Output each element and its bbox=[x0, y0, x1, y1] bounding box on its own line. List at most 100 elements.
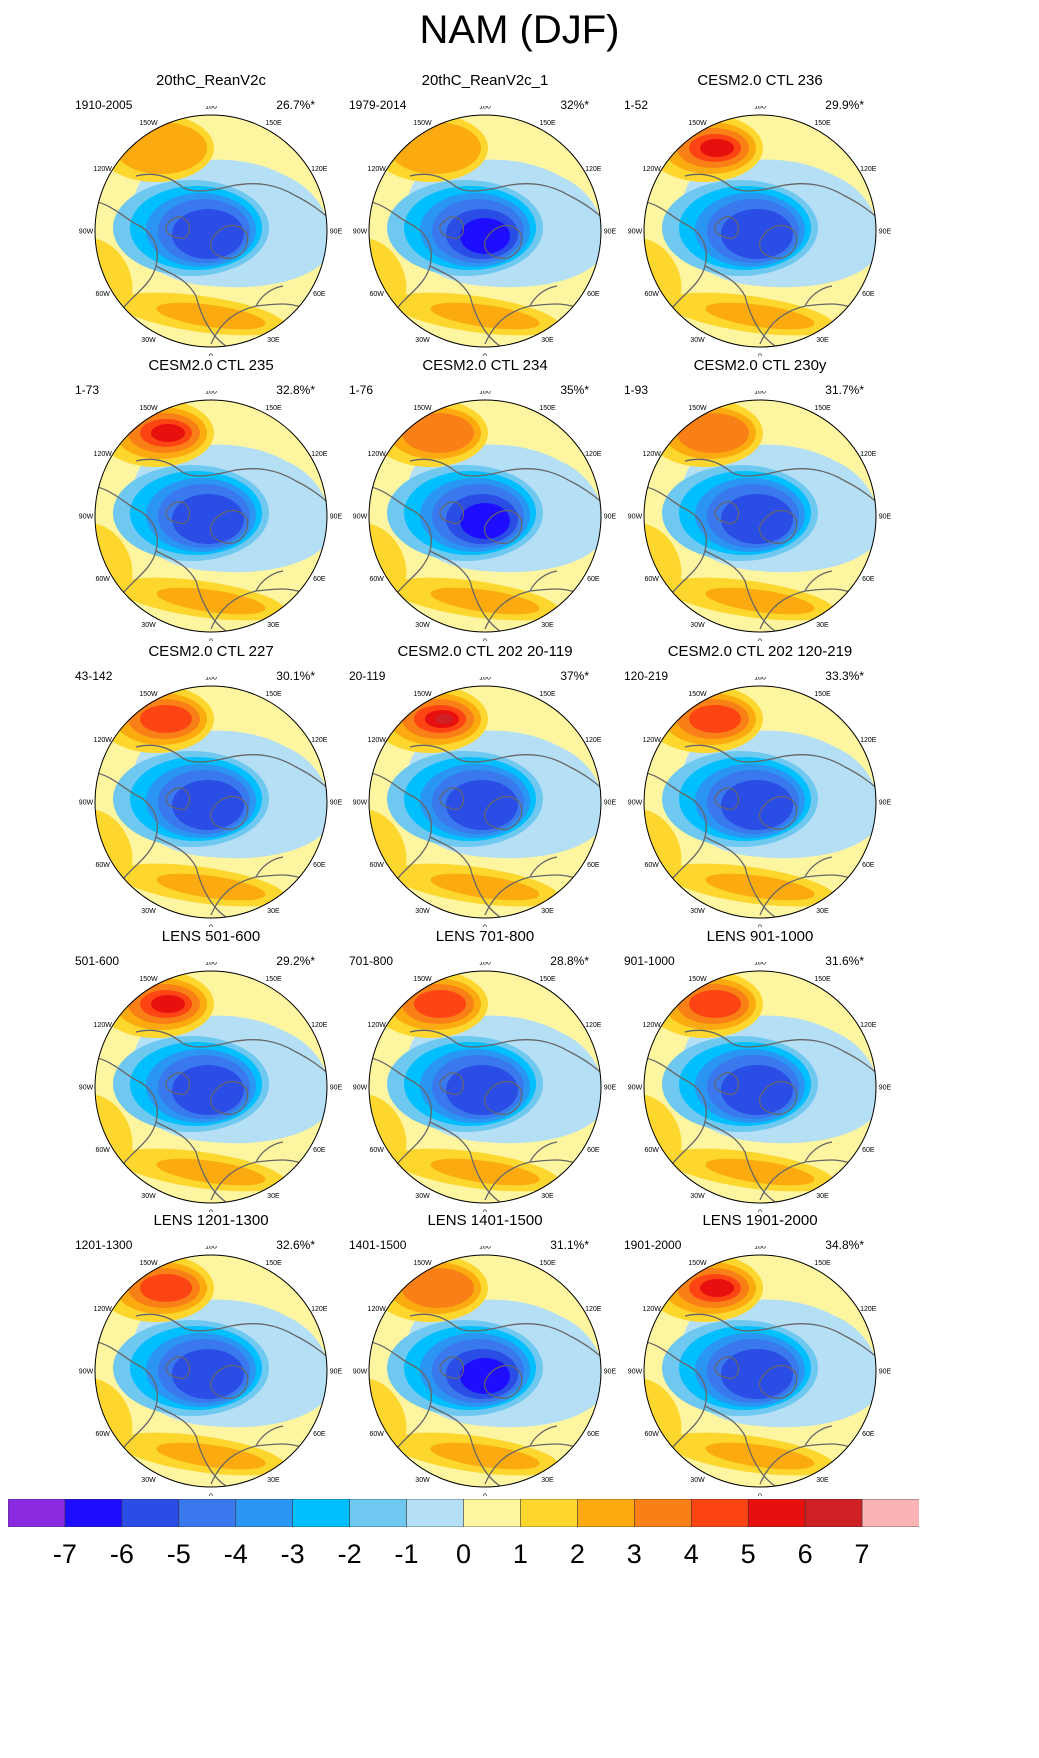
longitude-label: 180 bbox=[754, 962, 766, 967]
longitude-label: 60W bbox=[95, 862, 110, 869]
longitude-label: 180 bbox=[205, 962, 217, 967]
negative-contour-6 bbox=[172, 1349, 244, 1399]
panel-variance-percent: 35%* bbox=[560, 383, 589, 397]
negative-contour-6 bbox=[721, 1349, 793, 1399]
longitude-label: 60W bbox=[644, 576, 659, 583]
longitude-label: 60E bbox=[587, 1431, 600, 1438]
longitude-label: 60W bbox=[644, 291, 659, 298]
atlantic-positive-contour-2 bbox=[705, 587, 815, 615]
coastline-europe bbox=[210, 856, 312, 916]
coastline-europe bbox=[484, 856, 586, 916]
panel-variance-percent: 32%* bbox=[560, 98, 589, 112]
longitude-label: 30E bbox=[816, 337, 829, 344]
map-panel: CESM2.0 CTL 202 120-219 120-219 33.3%* 180 1… bbox=[610, 643, 910, 943]
longitude-label: 60E bbox=[862, 862, 875, 869]
longitude-label: 0 bbox=[483, 925, 487, 928]
negative-contour-6 bbox=[172, 780, 244, 830]
map-boundary bbox=[94, 399, 328, 633]
negative-contour-6 bbox=[721, 494, 793, 544]
panel-variance-percent: 29.9%* bbox=[825, 98, 864, 112]
map-boundary bbox=[643, 685, 877, 919]
longitude-label: 120E bbox=[585, 737, 602, 744]
longitude-label: 180 bbox=[479, 677, 491, 682]
longitude-label: 60W bbox=[369, 576, 384, 583]
longitude-label: 120E bbox=[860, 451, 877, 458]
longitude-label: 0 bbox=[483, 1210, 487, 1213]
longitude-label: 60E bbox=[862, 1431, 875, 1438]
colorbar-tick-label: 6 bbox=[797, 1539, 813, 1569]
longitude-label: 120W bbox=[643, 1022, 662, 1029]
coastline-siberia bbox=[409, 458, 601, 510]
map-boundary bbox=[94, 685, 328, 919]
longitude-label: 30E bbox=[541, 908, 554, 915]
longitude-label: 0 bbox=[758, 639, 762, 642]
colorbar-swatch bbox=[349, 1499, 408, 1527]
figure-title: NAM (DJF) bbox=[419, 8, 620, 52]
colorbar-swatch bbox=[292, 1499, 351, 1527]
colorbar-tick-label: 4 bbox=[683, 1539, 699, 1569]
panel-title: CESM2.0 CTL 227 bbox=[148, 643, 274, 660]
longitude-label: 60W bbox=[95, 1431, 110, 1438]
coastline-arctic-islands bbox=[714, 1356, 740, 1380]
longitude-label: 120W bbox=[94, 451, 113, 458]
longitude-label: 30E bbox=[541, 337, 554, 344]
map-boundary bbox=[94, 970, 328, 1204]
longitude-label: 180 bbox=[205, 391, 217, 396]
longitude-label: 90W bbox=[79, 514, 94, 521]
longitude-label: 120E bbox=[860, 1306, 877, 1313]
longitude-label: 150E bbox=[265, 1260, 282, 1267]
map-boundary bbox=[368, 114, 602, 348]
longitude-label: 150E bbox=[265, 405, 282, 412]
polar-map: 180 150E 120E 90E 60E 30E 0 30W 60W 90W 120W 150W bbox=[353, 1246, 617, 1496]
longitude-label: 60E bbox=[587, 862, 600, 869]
longitude-label: 60W bbox=[95, 291, 110, 298]
longitude-label: 30W bbox=[141, 908, 156, 915]
coastline-greenland bbox=[759, 795, 798, 830]
coastline-americas bbox=[95, 1340, 227, 1487]
map-boundary bbox=[643, 1254, 877, 1488]
longitude-label: 30W bbox=[690, 337, 705, 344]
coastline-siberia bbox=[409, 173, 601, 225]
pacific-positive-contour-3 bbox=[677, 413, 749, 453]
coastline-siberia bbox=[684, 1313, 876, 1365]
colorbar-swatch bbox=[634, 1499, 693, 1527]
atlantic-positive-contour-2 bbox=[705, 1158, 815, 1186]
panel-title: 20thC_ReanV2c_1 bbox=[421, 72, 549, 89]
panel-title: LENS 1901-2000 bbox=[702, 1212, 818, 1229]
panel-variance-percent: 31.7%* bbox=[825, 383, 864, 397]
longitude-label: 30W bbox=[415, 1193, 430, 1200]
coastline-arctic-islands bbox=[439, 1072, 465, 1096]
colorbar-swatch bbox=[804, 1499, 863, 1527]
longitude-label: 150E bbox=[539, 691, 556, 698]
longitude-label: 120E bbox=[311, 1306, 328, 1313]
panel-years: 501-600 bbox=[75, 954, 120, 968]
longitude-label: 30W bbox=[690, 622, 705, 629]
longitude-label: 0 bbox=[758, 925, 762, 928]
longitude-label: 120E bbox=[311, 451, 328, 458]
coastline-arctic-islands bbox=[714, 501, 740, 525]
negative-contour-6 bbox=[172, 1065, 244, 1115]
map-boundary bbox=[643, 399, 877, 633]
coastline-americas bbox=[95, 1056, 227, 1203]
coastline-arctic-islands bbox=[165, 1356, 191, 1380]
longitude-label: 90W bbox=[353, 1369, 368, 1376]
coastline-americas bbox=[644, 771, 776, 918]
colorbar-swatch bbox=[520, 1499, 579, 1527]
atlantic-positive-contour-2 bbox=[156, 1442, 266, 1470]
polar-map: 180 150E 120E 90E 60E 30E 0 30W 60W 90W 120W 150W bbox=[353, 962, 617, 1213]
polar-map: 180 150E 120E 90E 60E 30E 0 30W 60W 90W 120W 150W bbox=[79, 1246, 343, 1496]
colorbar-tick-label: -3 bbox=[280, 1539, 305, 1569]
longitude-label: 180 bbox=[754, 1246, 766, 1251]
longitude-label: 60E bbox=[862, 1147, 875, 1154]
coastline-greenland bbox=[759, 224, 798, 259]
longitude-label: 60E bbox=[313, 862, 326, 869]
coastline-arctic-islands bbox=[439, 787, 465, 811]
panel-years: 1979-2014 bbox=[349, 98, 407, 112]
longitude-label: 90E bbox=[879, 229, 892, 236]
panel-variance-percent: 37%* bbox=[560, 669, 589, 683]
longitude-label: 120W bbox=[94, 737, 113, 744]
atlantic-positive-contour-2 bbox=[430, 587, 540, 615]
panel-title: 20thC_ReanV2c bbox=[155, 72, 267, 89]
longitude-label: 90W bbox=[353, 514, 368, 521]
coastline-arctic-islands bbox=[165, 787, 191, 811]
